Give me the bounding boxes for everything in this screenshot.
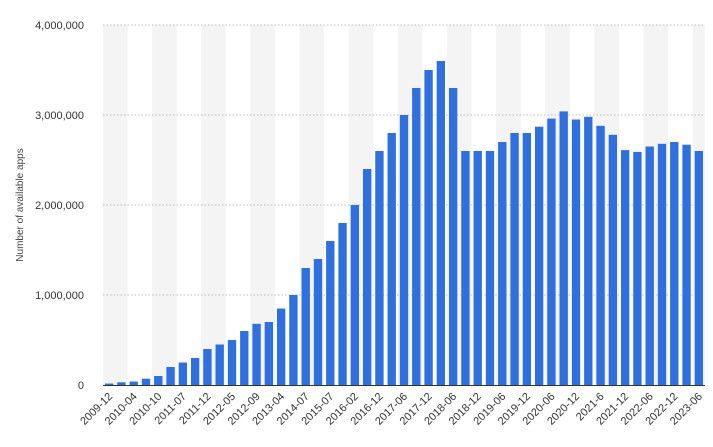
y-tick-label: 2,000,000 — [35, 200, 84, 212]
bar — [326, 241, 335, 385]
bar — [387, 133, 396, 385]
bar — [633, 151, 642, 385]
bar — [584, 116, 593, 386]
bar — [620, 150, 630, 385]
bar — [227, 340, 237, 385]
bar — [670, 142, 679, 385]
bar — [645, 146, 654, 385]
bar — [657, 143, 667, 385]
bar — [412, 88, 421, 385]
bar — [350, 205, 360, 385]
y-tick-label: 0 — [78, 380, 84, 392]
bar — [313, 259, 323, 385]
bar — [190, 358, 200, 385]
bar — [682, 144, 691, 385]
bar — [436, 61, 446, 385]
bar — [203, 349, 212, 385]
bar — [448, 88, 458, 385]
bar — [215, 344, 224, 385]
bar — [252, 323, 261, 385]
bar — [510, 133, 519, 385]
bar — [424, 70, 433, 385]
bars — [104, 61, 704, 386]
bar — [338, 223, 347, 385]
bar — [141, 378, 151, 385]
bar — [596, 125, 605, 386]
y-tick-label: 3,000,000 — [35, 110, 84, 122]
bar — [276, 308, 286, 385]
bar — [178, 362, 188, 385]
y-tick-label: 1,000,000 — [35, 290, 84, 302]
bar — [264, 322, 274, 385]
bar — [485, 151, 495, 385]
bar — [154, 376, 163, 385]
bar — [559, 111, 568, 386]
bar — [129, 381, 138, 385]
bar — [240, 331, 249, 385]
bar — [571, 119, 581, 385]
bar — [399, 115, 409, 385]
bar — [375, 151, 384, 385]
y-tick-label: 4,000,000 — [35, 20, 84, 32]
bar — [694, 151, 704, 385]
bar — [534, 126, 544, 385]
x-axis-ticks: 2009-122010-042010-102011-072011-122012-… — [78, 391, 705, 428]
bar — [104, 383, 114, 385]
bar — [362, 169, 372, 385]
bar — [608, 134, 618, 385]
bar — [547, 118, 556, 385]
y-axis-title: Number of available apps — [15, 148, 26, 261]
bar — [289, 295, 298, 385]
bar — [461, 151, 470, 385]
bar — [473, 151, 482, 385]
bar — [117, 382, 126, 385]
bar — [166, 367, 175, 385]
bar — [522, 133, 532, 385]
bar — [301, 268, 310, 385]
bar — [498, 142, 507, 385]
y-axis-ticks: 0 1,000,000 2,000,000 3,000,000 4,000,000 — [35, 20, 84, 392]
